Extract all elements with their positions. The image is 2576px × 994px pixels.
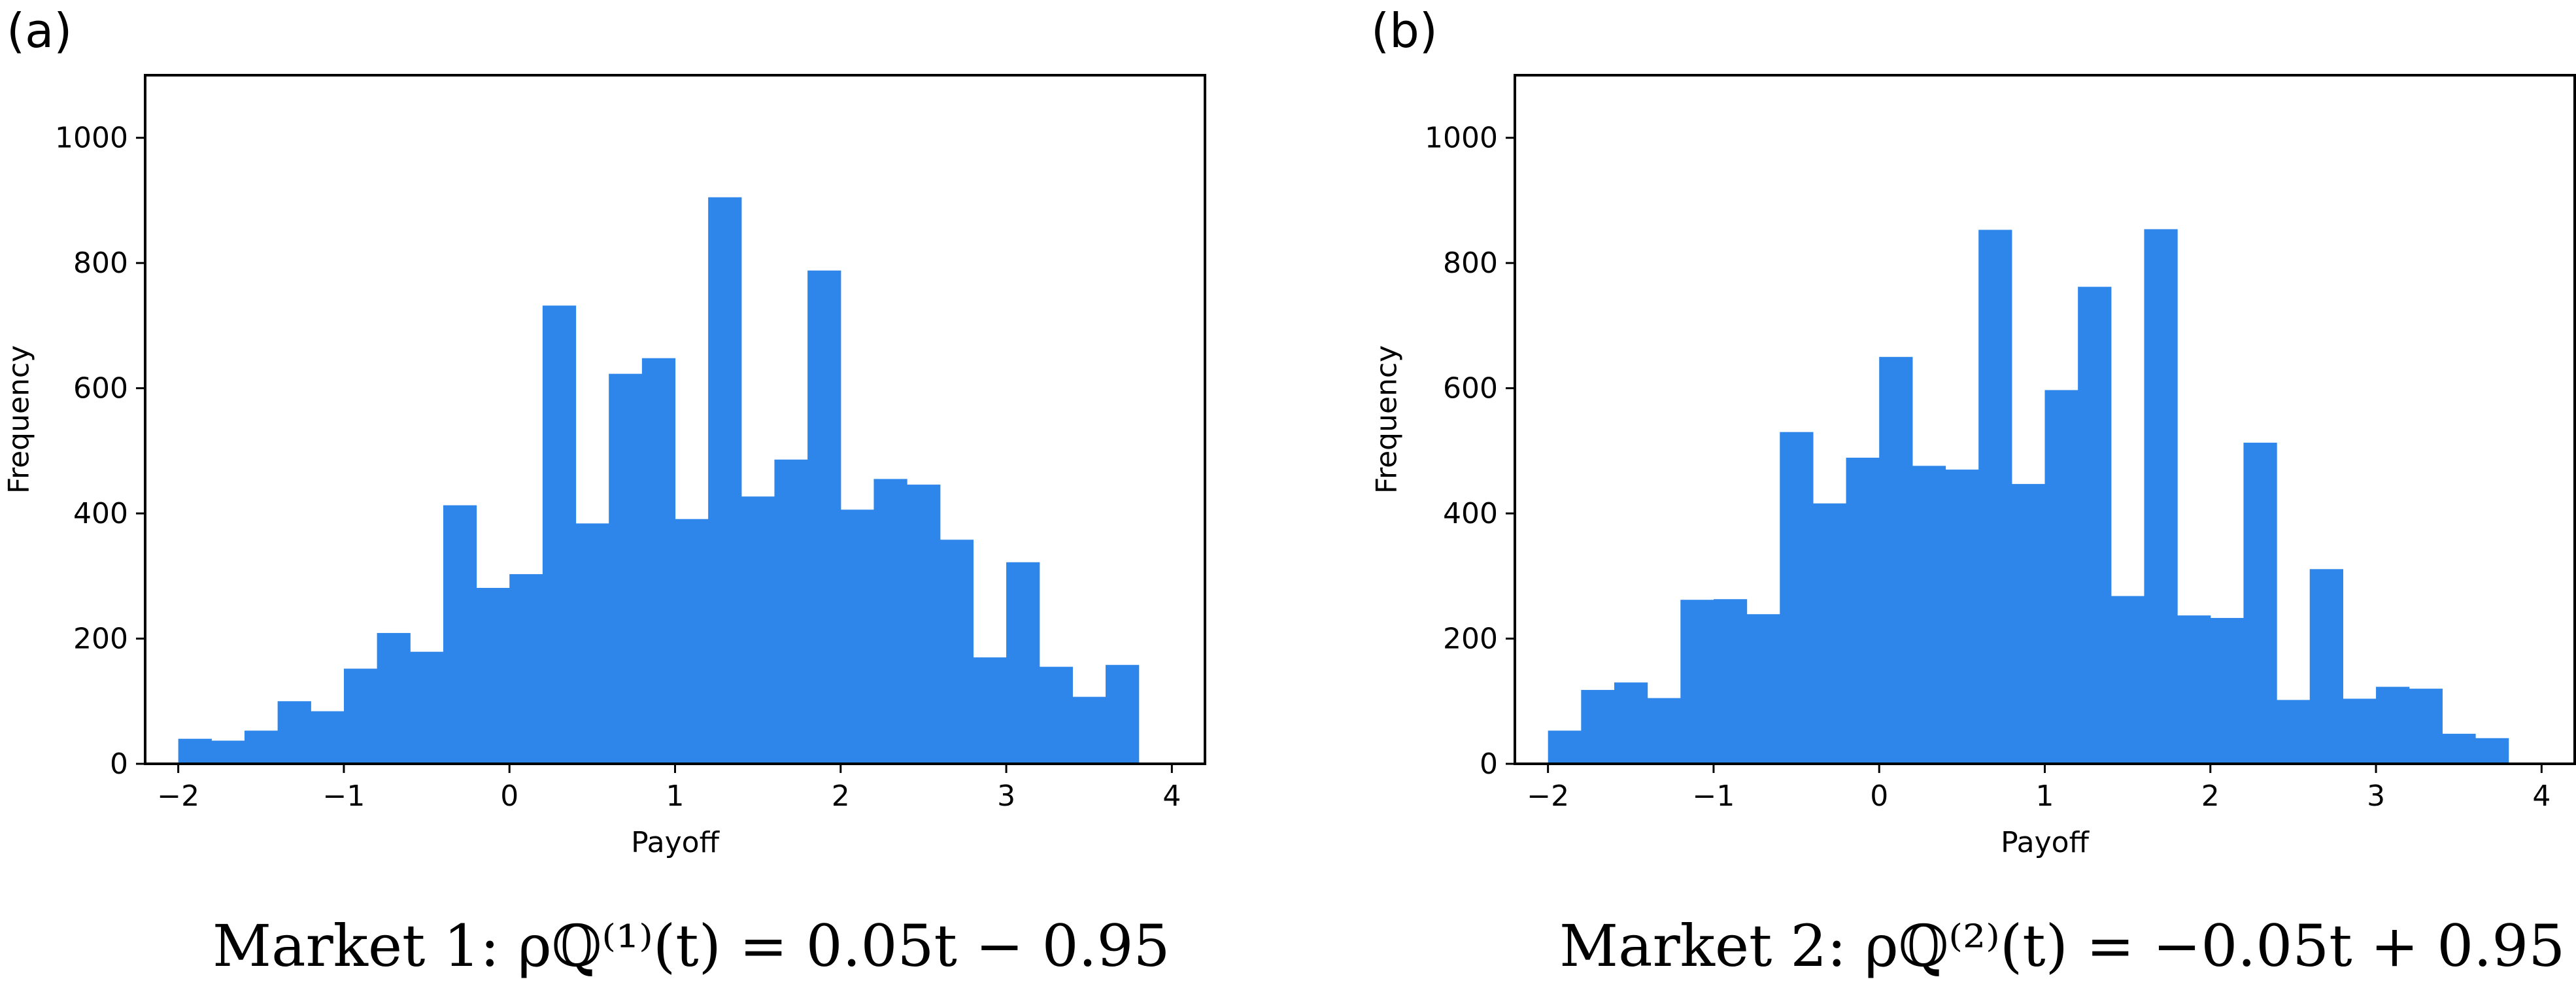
histogram-bar [1812, 503, 1847, 764]
histogram-bar [1106, 664, 1140, 764]
histogram-bar [2210, 617, 2245, 764]
histogram-bar [509, 574, 543, 764]
panel-label: (b) [1371, 3, 1438, 58]
histogram-bar [1039, 666, 1073, 764]
x-tick-label: 1 [2036, 780, 2054, 813]
x-axis-label: Payoff [631, 826, 720, 859]
x-tick-label: 0 [500, 780, 518, 813]
y-tick-label: 800 [73, 247, 128, 280]
histogram-bar [708, 197, 742, 764]
histogram-bar [1846, 457, 1880, 764]
histogram-bar [1581, 690, 1615, 764]
x-tick-label: 2 [832, 780, 850, 813]
histogram-bar [2442, 734, 2476, 764]
histogram-b: (b) −2 −1 0 1 2 3 4 0 200 400 600 800 1000 Payoff Frequ… [1370, 3, 2576, 859]
caption-market-1: Market 1: ρℚ⁽¹⁾(t) = 0.05t − 0.95 [212, 912, 1170, 980]
histogram-bar [410, 651, 444, 764]
histogram-a: (a) −2 −1 0 1 2 3 4 0 200 400 600 800 1000 Payoff Frequ… [2, 3, 1206, 859]
histogram-bar [2409, 689, 2443, 764]
x-tick-label: 1 [666, 780, 685, 813]
histogram-bar [1912, 466, 1946, 764]
y-tick-label: 0 [110, 747, 128, 781]
histogram-bar [973, 657, 1007, 764]
histogram-bar [1746, 614, 1780, 764]
histogram-bar [1945, 470, 1979, 764]
histogram-bar [675, 519, 709, 764]
y-tick-label: 1000 [55, 122, 128, 155]
y-tick-label: 600 [1443, 372, 1498, 405]
histogram-bar [575, 523, 609, 764]
histogram-bar [244, 730, 279, 764]
y-tick-label: 200 [73, 623, 128, 656]
x-tick-label: 3 [2367, 780, 2385, 813]
x-tick-label: 3 [997, 780, 1015, 813]
histogram-bar [1548, 730, 1582, 764]
histogram-bar [873, 479, 907, 764]
histogram-bar [741, 496, 775, 764]
histogram-bar [542, 305, 577, 764]
histogram-bar [1713, 599, 1748, 764]
histogram-bar [277, 701, 311, 764]
histogram-bar [1614, 682, 1648, 764]
histogram-bar [2044, 390, 2078, 764]
panel-label: (a) [7, 3, 72, 58]
y-axis-label: Frequency [1370, 345, 1403, 494]
y-tick-label: 0 [1480, 747, 1498, 781]
histogram-bar [609, 373, 643, 764]
histogram-bar [211, 740, 245, 764]
x-axis-label: Payoff [2001, 826, 2090, 859]
caption-market-2: Market 2: ρℚ⁽²⁾(t) = −0.05t + 0.95 [1559, 912, 2566, 980]
histogram-bar [2011, 484, 2046, 764]
histogram-bar [2277, 700, 2311, 764]
histogram-bar [807, 270, 841, 764]
histogram-bar [2177, 615, 2211, 764]
y-axis-label: Frequency [2, 345, 35, 494]
histogram-bar [2144, 229, 2178, 764]
histogram-bar [1879, 356, 1913, 764]
x-tick-label: 2 [2201, 780, 2220, 813]
x-tick-label: −1 [323, 780, 365, 813]
histogram-bar [377, 632, 411, 764]
histogram-bar [343, 668, 378, 764]
y-tick-label: 400 [73, 497, 128, 530]
x-tick-label: −2 [157, 780, 199, 813]
histogram-bar [2078, 286, 2112, 764]
histogram-bar [2343, 698, 2377, 764]
histogram-bar [2110, 596, 2145, 764]
histogram-bar [840, 509, 875, 764]
x-tick-label: 4 [2532, 780, 2551, 813]
histogram-bar [476, 588, 510, 764]
y-tick-label: 400 [1443, 497, 1498, 530]
histogram-bar [178, 738, 212, 764]
x-tick-label: −1 [1693, 780, 1735, 813]
histogram-bar [2243, 442, 2277, 764]
y-tick-label: 600 [73, 372, 128, 405]
y-tick-label: 1000 [1425, 122, 1498, 155]
histogram-bar [443, 505, 477, 764]
histogram-bar [2376, 687, 2410, 764]
y-tick-label: 800 [1443, 247, 1498, 280]
histogram-bar [1647, 698, 1681, 764]
histogram-bar [774, 459, 808, 764]
histogram-bar [907, 485, 941, 764]
histogram-bar [2309, 569, 2344, 764]
histogram-bar [641, 358, 676, 764]
histogram-bar [940, 540, 974, 764]
histogram-bar [1978, 230, 2012, 764]
y-tick-label: 200 [1443, 623, 1498, 656]
histogram-bar [1006, 562, 1040, 764]
x-tick-label: 0 [1870, 780, 1888, 813]
histogram-bar [1680, 600, 1714, 764]
x-tick-label: 4 [1162, 780, 1181, 813]
histogram-bar [311, 711, 345, 764]
histogram-bar [2475, 738, 2509, 764]
histogram-bar [1072, 696, 1106, 764]
histogram-bar [1780, 432, 1814, 764]
x-tick-label: −2 [1527, 780, 1569, 813]
